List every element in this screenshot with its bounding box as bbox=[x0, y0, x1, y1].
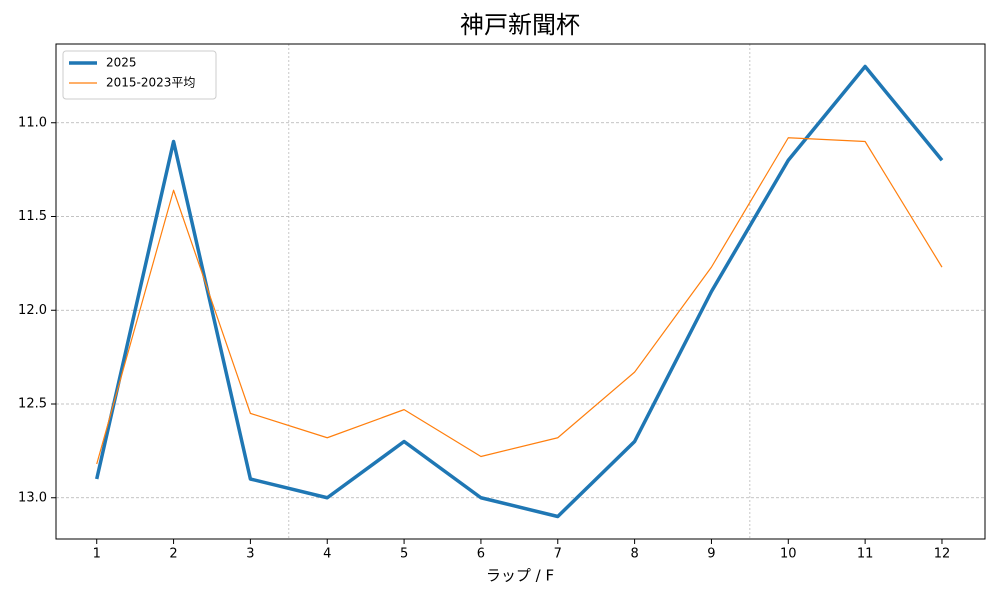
x-tick-label: 9 bbox=[707, 547, 715, 562]
plot-frame bbox=[55, 43, 986, 540]
y-tick-label: 12.5 bbox=[18, 397, 47, 412]
x-tick-label: 8 bbox=[630, 547, 638, 562]
y-tick-label: 12.0 bbox=[18, 303, 47, 318]
x-tick-label: 6 bbox=[477, 547, 485, 562]
y-tick-label: 13.0 bbox=[18, 490, 47, 505]
x-tick-label: 2 bbox=[169, 547, 177, 562]
x-tick-label: 7 bbox=[554, 547, 562, 562]
legend-box bbox=[62, 50, 217, 100]
legend-label: 2025 bbox=[106, 56, 137, 70]
x-tick-label: 5 bbox=[400, 547, 408, 562]
x-tick-label: 1 bbox=[93, 547, 101, 562]
x-tick-label: 3 bbox=[246, 547, 254, 562]
chart-title: 神戸新聞杯 bbox=[460, 11, 580, 39]
x-tick-label: 11 bbox=[857, 547, 874, 562]
x-axis-label: ラップ / F bbox=[486, 567, 554, 585]
x-tick-label: 10 bbox=[780, 547, 797, 562]
legend-label: 2015-2023平均 bbox=[106, 76, 195, 90]
series-line bbox=[96, 137, 943, 465]
x-tick-label: 12 bbox=[934, 547, 951, 562]
series-line bbox=[95, 64, 944, 519]
y-tick-label: 11.0 bbox=[18, 115, 47, 130]
x-tick-label: 4 bbox=[323, 547, 331, 562]
y-tick-label: 11.5 bbox=[18, 209, 47, 224]
